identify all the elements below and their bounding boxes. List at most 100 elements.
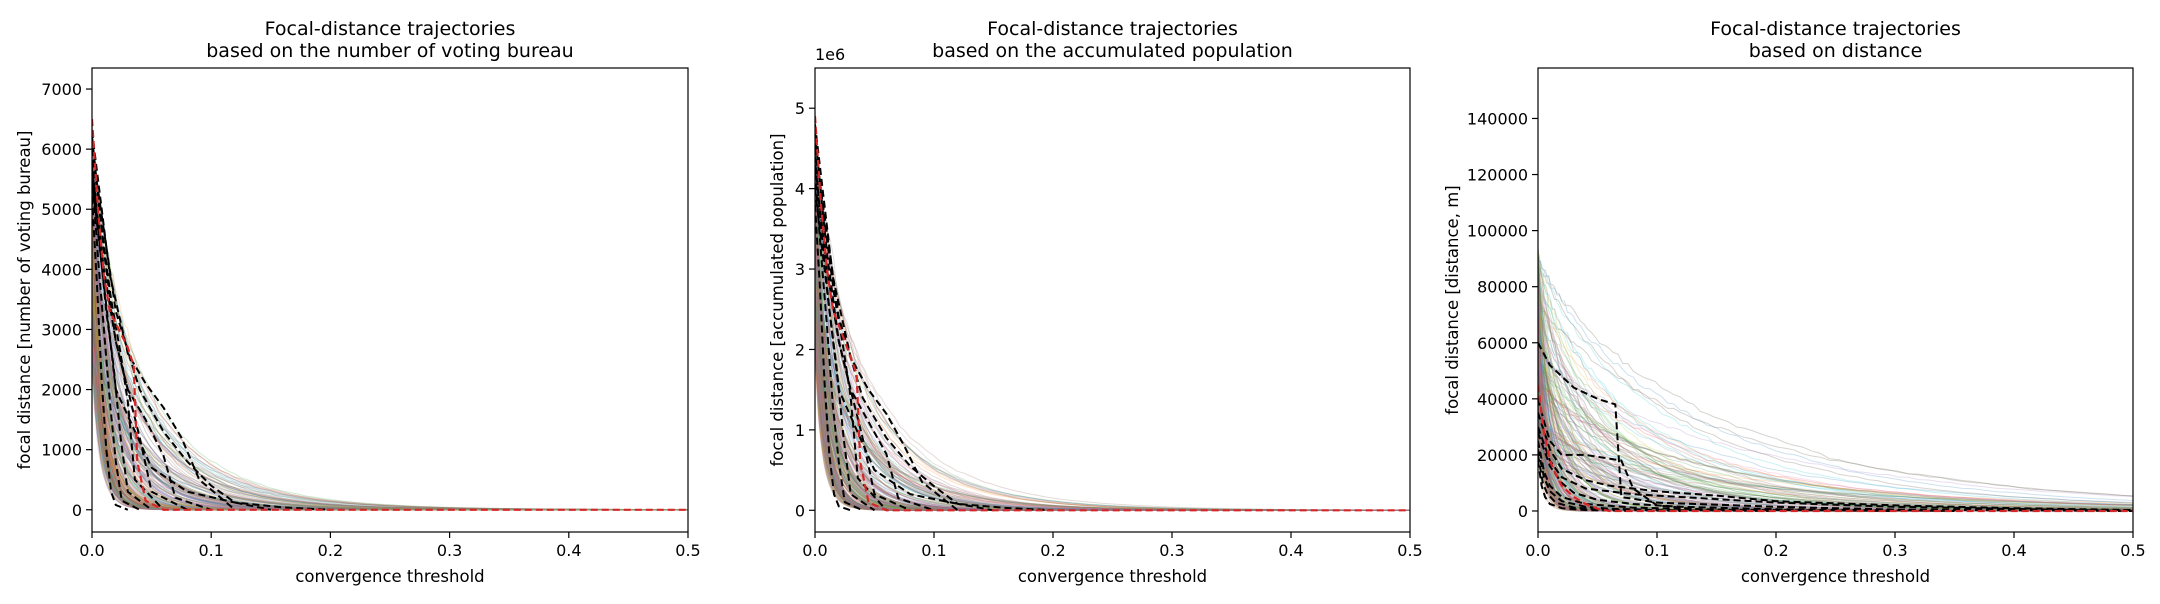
background-trajectory-line	[92, 222, 688, 511]
x-axis-label: convergence threshold	[1741, 567, 1930, 586]
background-trajectory-line	[92, 311, 688, 511]
background-trajectory-line	[815, 238, 1410, 511]
background-trajectory-line	[92, 241, 688, 511]
background-trajectory-line	[815, 148, 1410, 511]
background-trajectory-line	[815, 129, 1410, 511]
background-trajectory-line	[92, 312, 688, 511]
background-trajectory-line	[92, 169, 688, 511]
background-trajectory-line	[1538, 294, 2133, 510]
background-trajectory-line	[92, 310, 688, 511]
y-tick-label: 60000	[1477, 334, 1528, 353]
y-tick-label: 0	[795, 501, 805, 520]
y-axis-label: focal distance [number of voting bureau]	[15, 131, 34, 470]
background-trajectory-line	[815, 253, 1410, 511]
background-trajectory-line	[815, 158, 1410, 511]
background-trajectory-line	[815, 151, 1410, 511]
background-trajectory-line	[92, 147, 688, 511]
y-tick-label: 4	[795, 180, 805, 199]
background-trajectories	[815, 109, 1410, 511]
highlight-trajectory-line	[92, 148, 271, 511]
x-tick-label: 0.1	[198, 541, 223, 560]
x-tick-label: 0.2	[1040, 541, 1065, 560]
x-tick-label: 0.2	[318, 541, 343, 560]
y-tick-label: 20000	[1477, 446, 1528, 465]
background-trajectory-line	[92, 209, 688, 511]
x-tick-label: 0.0	[1525, 541, 1550, 560]
background-trajectory-line	[815, 157, 1410, 511]
background-trajectory-line	[815, 304, 1410, 511]
background-trajectory-line	[815, 109, 1410, 511]
background-trajectory-line	[1538, 262, 2133, 504]
background-trajectory-line	[815, 159, 1410, 511]
plot-area	[1538, 244, 2133, 513]
y-tick-label: 0	[1518, 502, 1528, 521]
background-trajectory-line	[815, 304, 1410, 511]
background-trajectory-line	[1538, 296, 2133, 508]
background-trajectory-line	[92, 223, 688, 511]
highlight-trajectory-line	[815, 148, 994, 512]
background-trajectory-line	[92, 236, 688, 511]
background-trajectory-line	[815, 161, 1410, 511]
background-trajectory-line	[1538, 248, 2133, 512]
background-trajectory-line	[815, 145, 1410, 511]
x-axis-label: convergence threshold	[295, 567, 484, 586]
background-trajectory-line	[1538, 282, 2133, 512]
background-trajectory-line	[815, 236, 1410, 511]
background-trajectory-line	[1538, 387, 2133, 512]
highlight-trajectory-line	[815, 172, 864, 512]
x-tick-label: 0.3	[1159, 541, 1184, 560]
background-trajectory-line	[815, 248, 1410, 511]
highlight-trajectory-line	[1538, 460, 1634, 512]
background-trajectory-line	[815, 155, 1410, 511]
background-trajectory-line	[815, 213, 1410, 511]
y-tick-label: 0	[72, 501, 82, 520]
background-trajectory-line	[815, 152, 1410, 511]
background-trajectory-line	[815, 303, 1410, 511]
highlight-trajectory-line	[92, 130, 236, 511]
x-tick-label: 0.0	[802, 541, 827, 560]
background-trajectory-line	[815, 235, 1410, 511]
background-trajectory-line	[1538, 303, 2133, 512]
y-tick-label: 7000	[41, 80, 82, 99]
background-trajectory-line	[92, 222, 688, 511]
background-trajectory-line	[1538, 248, 2133, 512]
background-trajectory-line	[1538, 282, 2133, 512]
x-tick-label: 0.2	[1763, 541, 1788, 560]
background-trajectory-line	[92, 243, 688, 511]
background-trajectory-line	[815, 152, 1410, 511]
background-trajectory-line	[92, 256, 688, 511]
background-trajectory-line	[1538, 339, 2133, 510]
background-trajectory-line	[815, 236, 1410, 511]
y-axis-label: focal distance [accumulated population]	[768, 133, 787, 466]
background-trajectory-line	[815, 152, 1410, 511]
plot-area	[92, 119, 688, 511]
background-trajectory-line	[1538, 376, 2133, 508]
background-trajectory-line	[815, 194, 1410, 511]
background-trajectory-line	[92, 254, 688, 511]
background-trajectory-line	[815, 111, 1410, 511]
background-trajectory-line	[92, 208, 688, 511]
x-tick-label: 0.5	[2120, 541, 2145, 560]
background-trajectory-line	[1538, 281, 2133, 512]
y-tick-label: 1000	[41, 441, 82, 460]
background-trajectory-line	[1538, 351, 2133, 511]
background-trajectory-line	[815, 116, 1410, 511]
background-trajectory-line	[815, 155, 1410, 511]
background-trajectory-line	[1538, 280, 2133, 512]
background-trajectory-line	[1538, 298, 2133, 512]
highlight-trajectory-line	[1538, 342, 2133, 512]
background-trajectory-line	[1538, 376, 2133, 511]
chart-panel-2: 0.0 0.1 0.2 0.3 0.4 0.5 0 1 2 3 4 5 1e6 Focal-distanc…	[768, 18, 1423, 586]
background-trajectory-line	[1538, 337, 2133, 508]
y-tick-label: 5000	[41, 200, 82, 219]
background-trajectory-line	[92, 329, 688, 511]
background-trajectory-line	[92, 293, 688, 511]
x-tick-label: 0.5	[1397, 541, 1422, 560]
background-trajectory-line	[92, 171, 688, 511]
background-trajectory-line	[815, 213, 1410, 511]
background-trajectory-line	[92, 208, 688, 511]
background-trajectory-line	[1538, 424, 2133, 504]
background-trajectory-line	[1538, 275, 2133, 512]
y-tick-label: 80000	[1477, 278, 1528, 297]
background-trajectory-line	[1538, 349, 2133, 503]
